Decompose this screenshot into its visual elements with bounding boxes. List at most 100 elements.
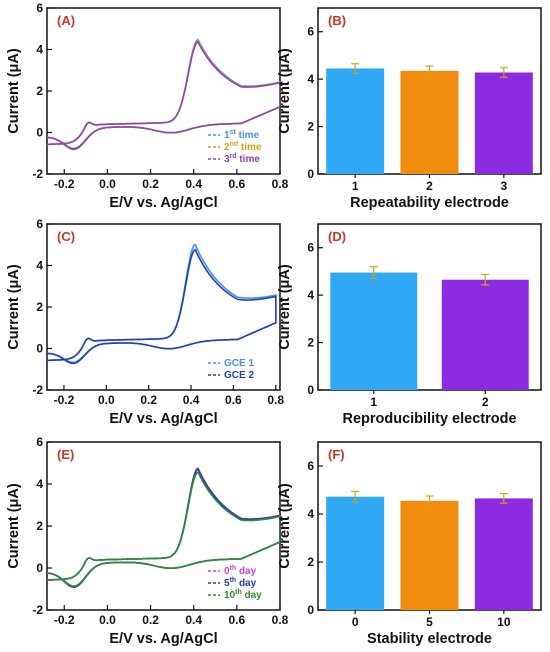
legend-text-part: 2 <box>224 142 230 153</box>
legend-entry: 3rd time <box>224 153 260 165</box>
legend-entry: 5th day <box>224 577 257 589</box>
y-tick-label: 2 <box>307 555 314 569</box>
x-tick-label: 0 <box>352 615 359 629</box>
x-axis-label: E/V vs. Ag/AgCl <box>109 411 217 427</box>
x-tick-label: 5 <box>426 615 433 629</box>
y-tick-label: 4 <box>307 507 314 521</box>
x-tick-label: 0.4 <box>185 613 202 627</box>
x-tick-label: 0.2 <box>142 177 159 191</box>
y-tick-label: 0 <box>36 342 43 356</box>
panel-label: (A) <box>57 13 75 28</box>
x-tick-label: 0.6 <box>229 177 246 191</box>
panel-c: -2 0 2 4 6 Current (μA) E/V vs. Ag/AgCl (C) -0.2… <box>6 217 284 427</box>
x-tick-label: -0.2 <box>54 177 75 191</box>
y-tick-label: 4 <box>36 43 43 57</box>
legend-text-part: rd <box>230 153 237 160</box>
legend-text-part: th <box>230 577 237 584</box>
x-tick-label: 0.0 <box>99 177 116 191</box>
cv-curve-1 <box>47 243 277 364</box>
legend-entry: 10th day <box>224 589 262 601</box>
cv-curve-2 <box>47 248 277 365</box>
y-tick-label: -2 <box>32 383 43 397</box>
y-tick-label: 6 <box>36 217 43 231</box>
x-tick-label: -0.2 <box>54 613 75 627</box>
y-axis-label: Current (μA) <box>6 483 22 569</box>
panel-label: (D) <box>328 229 346 244</box>
y-tick-label: 4 <box>307 72 314 86</box>
legend-text-part: 10 <box>224 590 236 601</box>
x-tick-label: 0.8 <box>272 177 289 191</box>
bar-0 <box>326 496 385 610</box>
y-tick-label: 4 <box>307 288 314 302</box>
x-axis-label: Stability electrode <box>367 631 492 647</box>
panel-label: (E) <box>57 447 74 462</box>
bar-1 <box>330 272 418 390</box>
legend-text-part: th <box>235 589 242 596</box>
bar-5 <box>400 500 459 610</box>
panel-b: 0 2 4 6 Current (μA) Repeatability electrode (… <box>277 7 542 211</box>
x-axis-label: E/V vs. Ag/AgCl <box>109 195 217 211</box>
x-tick-label: 0.6 <box>225 393 242 407</box>
legend-text-part: time <box>236 130 260 141</box>
x-tick-label: 1 <box>370 395 377 409</box>
x-tick-label: 0.6 <box>229 613 246 627</box>
legend-text-part: th <box>230 565 237 572</box>
legend-text-part: day <box>236 578 256 589</box>
y-tick-label: 2 <box>36 84 43 98</box>
x-axis-label: Reproducibility electrode <box>342 411 516 427</box>
y-tick-label: 2 <box>307 336 314 350</box>
legend-text-part: 0 <box>224 566 230 577</box>
legend-entry: GCE 2 <box>224 370 254 381</box>
legend-text-part: day <box>236 566 256 577</box>
legend-text-part: day <box>242 590 262 601</box>
x-tick-label: 10 <box>497 615 511 629</box>
x-tick-label: 0.8 <box>267 393 284 407</box>
x-tick-label: 3 <box>500 179 507 193</box>
legend-text-part: GCE 2 <box>224 370 254 381</box>
y-tick-label: 6 <box>307 241 314 255</box>
bar-1 <box>326 68 385 174</box>
x-tick-label: 0.0 <box>99 613 116 627</box>
y-tick-label: 4 <box>36 477 43 491</box>
x-tick-label: 2 <box>426 179 433 193</box>
plot-frame <box>317 223 542 391</box>
x-tick-label: 0.4 <box>185 177 202 191</box>
y-tick-label: 2 <box>36 300 43 314</box>
bar-3 <box>474 72 533 174</box>
panel-label: (C) <box>57 229 75 244</box>
legend-text-part: 5 <box>224 578 230 589</box>
y-tick-label: 6 <box>36 1 43 15</box>
bar-2 <box>441 279 529 390</box>
panel-label: (B) <box>328 13 346 28</box>
x-tick-label: 0.2 <box>140 393 157 407</box>
y-tick-label: 6 <box>307 25 314 39</box>
x-tick-label: 0.2 <box>142 613 159 627</box>
bar-2 <box>400 70 459 174</box>
y-axis-label: Current (μA) <box>6 48 22 134</box>
panel-d: 0 2 4 6 Current (μA) Reproducibility electrod… <box>277 223 542 427</box>
y-tick-label: 0 <box>36 126 43 140</box>
y-tick-label: 0 <box>307 167 314 181</box>
bar-10 <box>474 498 533 610</box>
y-axis-label: Current (μA) <box>6 264 22 350</box>
panel-a: -2 0 2 4 6 Current (μA) E/V vs. Ag/AgCl (A) -0.2… <box>6 1 289 211</box>
y-tick-label: -2 <box>32 167 43 181</box>
legend-text-part: nd <box>230 141 239 148</box>
cv-curve-3 <box>47 41 280 150</box>
y-tick-label: 0 <box>36 561 43 575</box>
panel-f: 0 2 4 6 Current (μA) Stability electrode (F) 0 5… <box>277 441 542 647</box>
y-axis-label: Current (μA) <box>277 48 293 134</box>
legend-text-part: 1 <box>224 130 230 141</box>
legend-entry: 1st time <box>224 129 260 141</box>
legend-entry: GCE 1 <box>224 358 254 369</box>
legend-text-part: 3 <box>224 154 230 165</box>
y-axis-label: Current (μA) <box>277 264 293 350</box>
y-tick-label: 6 <box>307 459 314 473</box>
legend-text-part: GCE 1 <box>224 358 254 369</box>
y-axis-label: Current (μA) <box>277 483 293 569</box>
legend-entry: 0th day <box>224 565 257 577</box>
x-tick-label: 0.8 <box>272 613 289 627</box>
y-tick-label: 6 <box>36 435 43 449</box>
x-axis-label: E/V vs. Ag/AgCl <box>109 631 217 647</box>
